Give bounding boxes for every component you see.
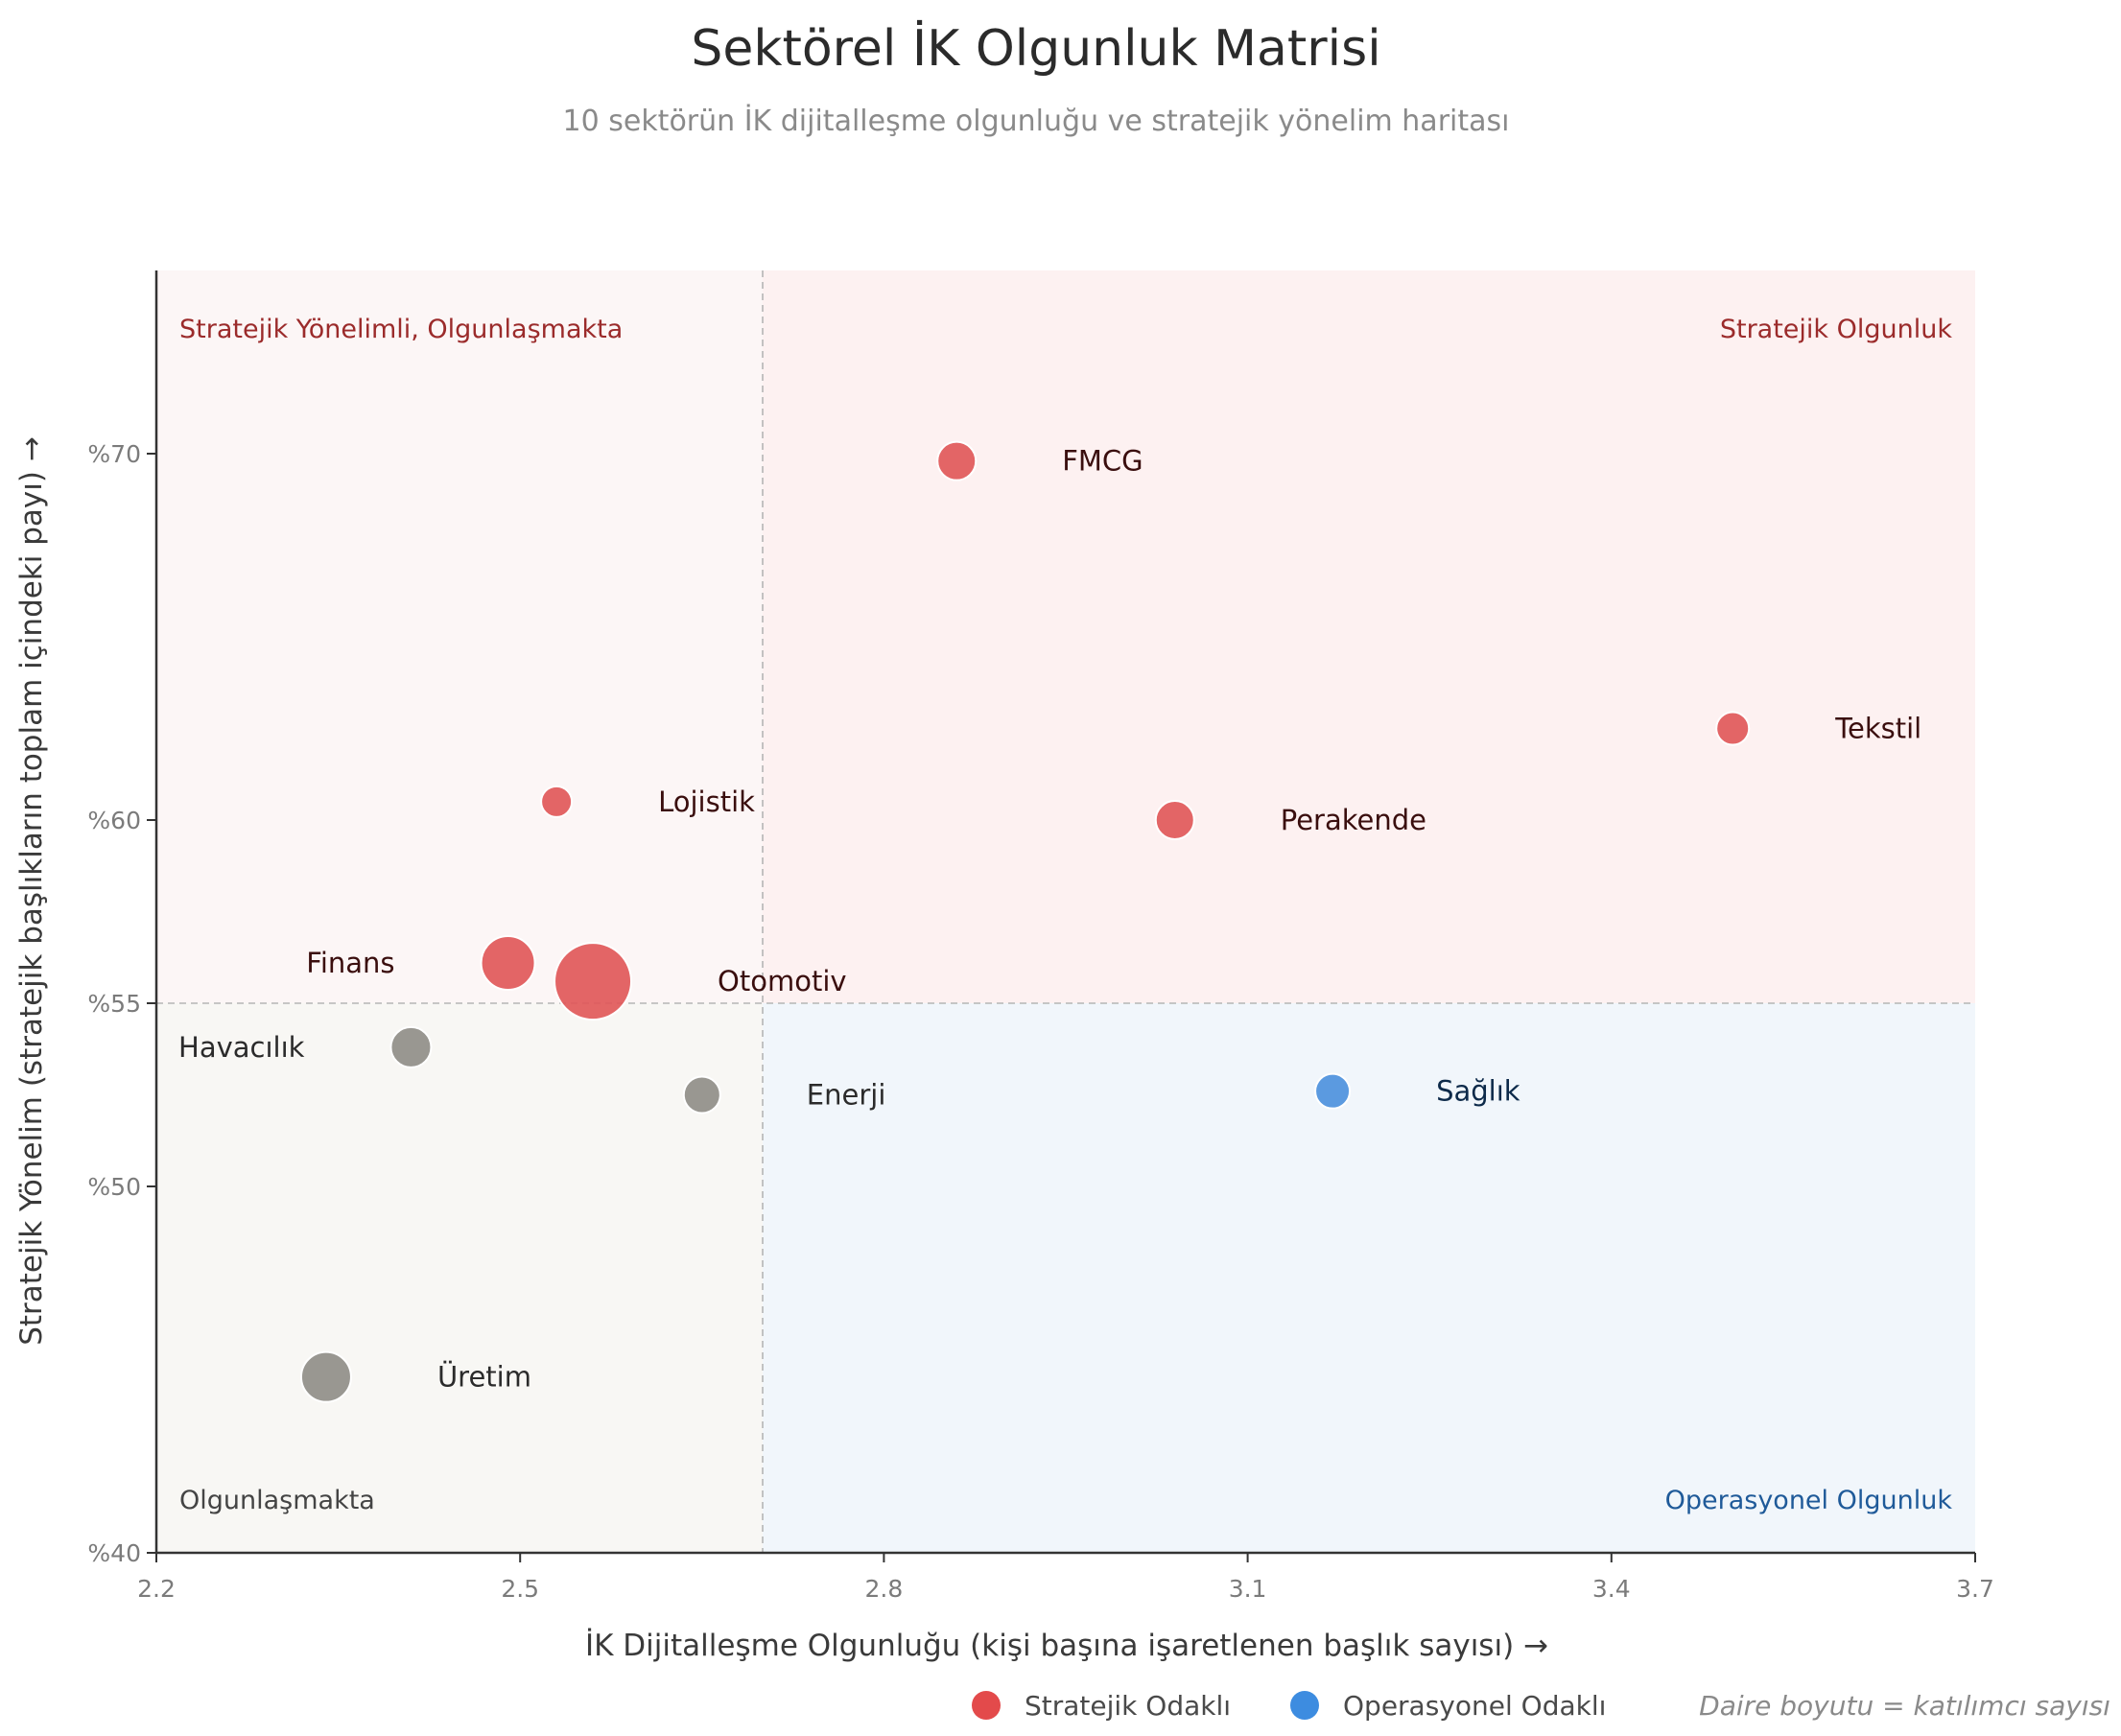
- axes: 2.2 2.5 2.8 3.1 3.4 3.7 %40 %50 %55 %60 %70: [87, 270, 1994, 1603]
- y-axis-label: Stratejik Yönelim (stratejik başlıkların…: [14, 436, 49, 1346]
- y-tick-label: %50: [87, 1173, 141, 1201]
- x-tick-label: 3.4: [1592, 1575, 1631, 1603]
- point-lojistik: [540, 785, 574, 818]
- quadrant-label-top-left: Stratejik Yönelimli, Olgunlaşmakta: [179, 315, 623, 344]
- legend-marker-0: [972, 1691, 1001, 1720]
- chart-title: Sektörel İK Olgunluk Matrisi: [691, 19, 1380, 78]
- legend-note: Daire boyutu = katılımcı sayısı: [1699, 1690, 2110, 1722]
- point-label-uretim: Üretim: [437, 1361, 531, 1394]
- point-label-finans: Finans: [306, 947, 394, 979]
- point-label-lojistik: Lojistik: [658, 786, 755, 818]
- y-tick-label: %60: [87, 807, 141, 834]
- point-tekstil: [1715, 711, 1751, 746]
- quadrant-bottom-right: [763, 1003, 1975, 1553]
- quadrant-label-top-right: Stratejik Olgunluk: [1720, 315, 1953, 344]
- quadrant-labels: Stratejik Yönelimli, Olgunlaşmakta Strate…: [179, 315, 1952, 1515]
- legend-label-0: Stratejik Odaklı: [1025, 1690, 1231, 1722]
- point-uretim: [299, 1350, 352, 1403]
- quadrant-top-right: [763, 270, 1975, 1003]
- point-saglik: [1314, 1072, 1352, 1110]
- legend-label-1: Operasyonel Odaklı: [1343, 1690, 1606, 1722]
- point-label-fmcg: FMCG: [1062, 445, 1143, 478]
- x-tick-label: 2.8: [865, 1575, 904, 1603]
- quadrant-bottom-left: [156, 1003, 763, 1553]
- point-label-perakende: Perakende: [1281, 804, 1426, 836]
- point-labels: FMCG Tekstil Lojistik Perakende Finans Otomot…: [178, 445, 1921, 1394]
- point-label-saglik: Sağlık: [1436, 1075, 1520, 1108]
- data-points: [299, 440, 1751, 1403]
- x-axis-label: İK Dijitalleşme Olgunluğu (kişi başına i…: [585, 1629, 1548, 1663]
- x-tick-label: 3.1: [1229, 1575, 1267, 1603]
- quadrant-label-bottom-right: Operasyonel Olgunluk: [1665, 1486, 1953, 1515]
- point-perakende: [1154, 800, 1195, 840]
- chart-subtitle: 10 sektörün İK dijitalleşme olgunluğu ve…: [563, 104, 1510, 138]
- legend: Stratejik Odaklı Operasyonel Odaklı Daire …: [972, 1690, 2110, 1722]
- x-tick-label: 2.2: [137, 1575, 176, 1603]
- point-label-tekstil: Tekstil: [1834, 713, 1921, 745]
- y-tick-label: %55: [87, 990, 141, 1018]
- x-tick-label: 3.7: [1956, 1575, 1994, 1603]
- quadrant-backgrounds: [156, 270, 1975, 1553]
- y-tick-label: %40: [87, 1539, 141, 1567]
- quadrant-label-bottom-left: Olgunlaşmakta: [179, 1486, 375, 1515]
- point-finans: [480, 934, 536, 991]
- point-havacilik: [389, 1025, 433, 1068]
- y-tick-label: %70: [87, 440, 141, 468]
- threshold-lines: [156, 270, 1975, 1553]
- point-label-otomotiv: Otomotiv: [718, 965, 847, 997]
- point-fmcg: [936, 440, 978, 481]
- point-otomotiv: [554, 942, 633, 1021]
- point-label-enerji: Enerji: [807, 1079, 886, 1112]
- point-enerji: [682, 1075, 721, 1114]
- x-tick-label: 2.5: [501, 1575, 539, 1603]
- quadrant-top-left: [156, 270, 763, 1003]
- legend-marker-1: [1290, 1691, 1319, 1720]
- point-label-havacilik: Havacılık: [178, 1031, 305, 1064]
